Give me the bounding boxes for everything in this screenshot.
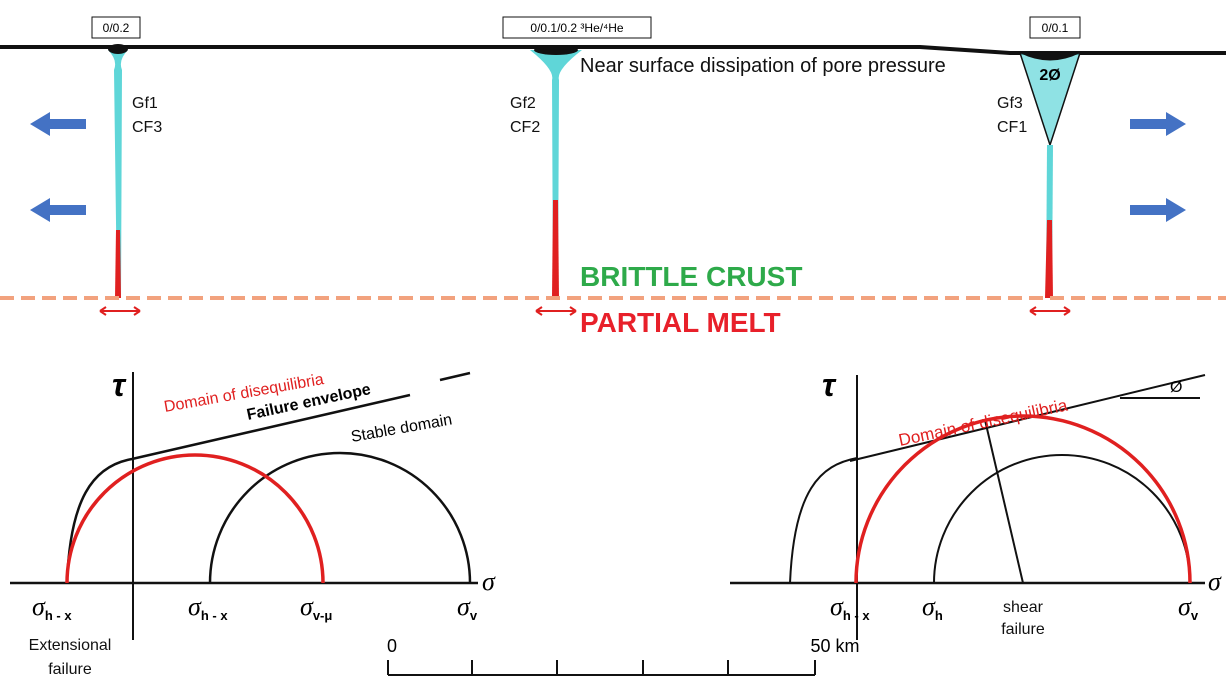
- axis-label: τ: [822, 367, 837, 403]
- stress-label: σv-μ: [300, 592, 332, 623]
- fault-label: CF2: [510, 119, 540, 136]
- note: Extensional: [29, 637, 112, 654]
- scale-label: 50 km: [810, 636, 859, 656]
- note: failure: [48, 661, 92, 678]
- region-label: Domain of disequilibria: [897, 395, 1070, 449]
- stress-label: σh - x: [830, 592, 870, 623]
- stress-label: σh: [922, 592, 943, 623]
- angle-label: Ø: [1170, 379, 1182, 396]
- mohr-right: [730, 375, 1205, 640]
- scale-bar: [388, 660, 815, 675]
- fault-label: Gf3: [997, 95, 1023, 112]
- region-label: Stable domain: [350, 411, 454, 446]
- conduit: [530, 45, 582, 298]
- conduit: [108, 44, 128, 298]
- note: shear: [1003, 599, 1044, 616]
- conduit: [1020, 53, 1080, 298]
- layer-label: BRITTLE CRUST: [580, 261, 802, 292]
- fault-label: Gf2: [510, 95, 536, 112]
- stress-label: σh - x: [188, 592, 228, 623]
- stress-label: σv: [1178, 592, 1199, 623]
- axis-label: σ: [1208, 567, 1222, 596]
- axis-label: τ: [112, 367, 127, 403]
- surface-note: Near surface dissipation of pore pressur…: [580, 55, 946, 77]
- layer-label: PARTIAL MELT: [580, 307, 781, 338]
- surface-label: 0/0.2: [103, 21, 130, 35]
- axis-label: σ: [482, 567, 496, 596]
- note: failure: [1001, 621, 1045, 638]
- fault-label: CF3: [132, 119, 162, 136]
- fault-label: CF1: [997, 119, 1027, 136]
- cone-angle: 2Ø: [1039, 67, 1060, 84]
- surface-label: 0/0.1/0.2 ³He/⁴He: [530, 21, 624, 35]
- surface-label: 0/0.1: [1042, 21, 1069, 35]
- surface-line: [0, 47, 1226, 53]
- mohr-left: [10, 372, 478, 640]
- stress-label: σv: [457, 592, 478, 623]
- stress-label: σh - x: [32, 592, 72, 623]
- scale-label: 0: [387, 636, 397, 656]
- fault-label: Gf1: [132, 95, 158, 112]
- diagram: 0/0.2 0/0.1/0.2 ³He/⁴He 0/0.1 2Ø Near su…: [0, 0, 1226, 682]
